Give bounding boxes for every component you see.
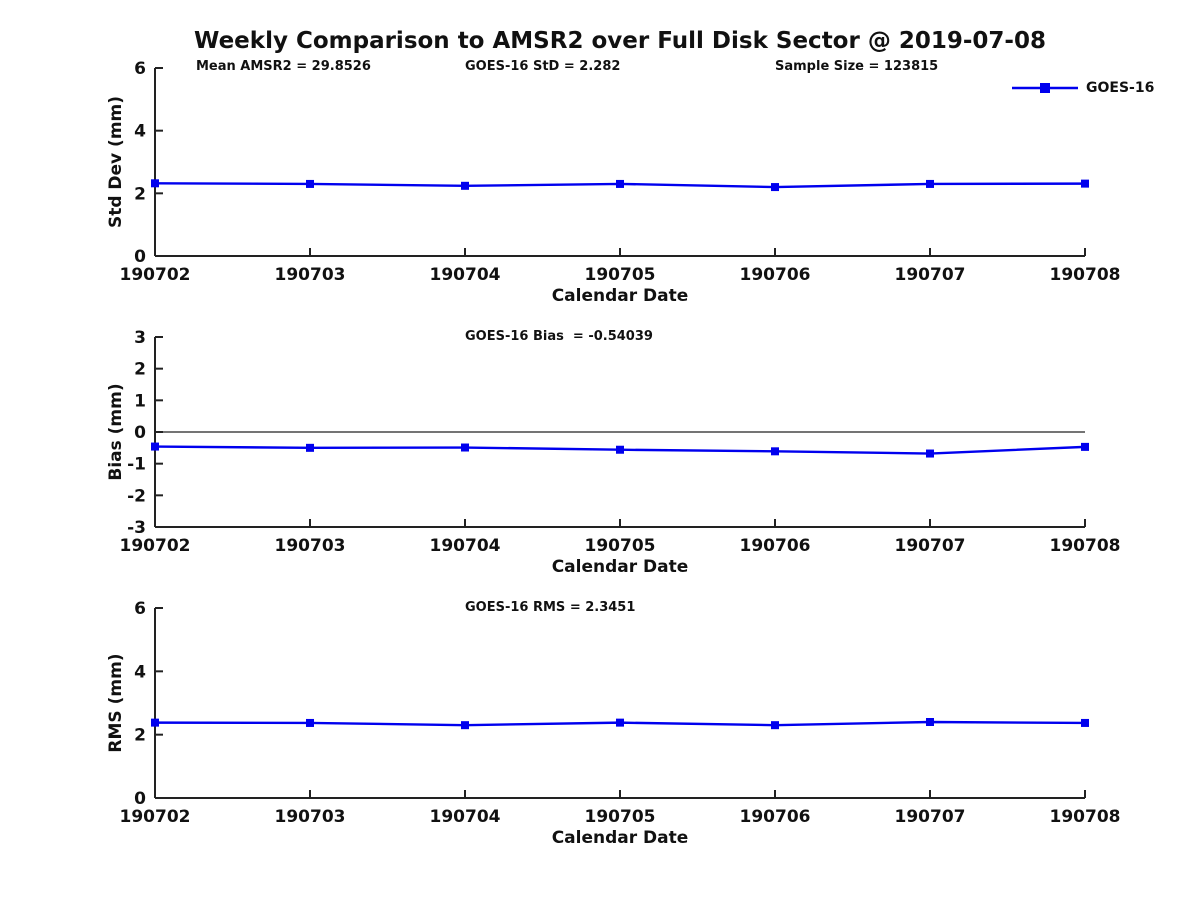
data-point-marker	[616, 179, 624, 188]
data-point-marker	[306, 718, 314, 727]
y-tick-label: 0	[134, 789, 146, 809]
x-tick-label: 190708	[1050, 265, 1121, 285]
y-tick-label: 3	[134, 328, 146, 348]
annotation-goes16-std: GOES-16 StD = 2.282	[465, 59, 621, 74]
data-point-marker	[926, 449, 934, 458]
chart-bias: -3 -2 -1 0 1 2 3 190702 190703 190704 190705 190706…	[120, 328, 1121, 556]
data-point-marker	[1081, 442, 1089, 451]
figure-title: Weekly Comparison to AMSR2 over Full Dis…	[194, 28, 1046, 54]
x-tick-label: 190707	[895, 536, 966, 556]
x-tick-label: 190706	[740, 265, 811, 285]
y-tick-label: 2	[134, 184, 146, 204]
x-tick-label: 190702	[120, 807, 191, 827]
y-tick-label: 6	[134, 59, 146, 79]
x-tick-label: 190706	[740, 807, 811, 827]
y-tick-label: 1	[134, 391, 146, 411]
data-point-marker	[926, 718, 934, 726]
x-axis-label-3: Calendar Date	[551, 828, 689, 848]
y-tick-label: 0	[134, 423, 146, 443]
y-tick-label: 2	[134, 726, 146, 746]
x-tick-label: 190702	[120, 536, 191, 556]
legend-line-marker-icon	[1012, 83, 1078, 93]
y-tick-label: 6	[134, 599, 146, 619]
data-point-marker	[151, 179, 159, 188]
y-tick-label: -3	[127, 518, 146, 538]
data-point-marker	[771, 447, 779, 456]
y-tick-label: -1	[127, 455, 146, 475]
x-tick-label: 190704	[430, 807, 501, 827]
y-tick-label: 2	[134, 360, 146, 380]
y-tick-label: 0	[134, 247, 146, 267]
data-point-marker	[151, 442, 159, 451]
x-tick-label: 190704	[430, 536, 501, 556]
x-axis-label-1: Calendar Date	[551, 286, 689, 306]
annotation-goes16-rms: GOES-16 RMS = 2.3451	[465, 600, 636, 615]
data-point-marker	[1081, 718, 1089, 727]
x-tick-label: 190705	[585, 807, 656, 827]
chart-rms: 0 2 4 6 190702 190703 190704 190705 190706 190707…	[120, 599, 1121, 827]
y-tick-label: 4	[134, 662, 146, 682]
data-point-marker	[306, 179, 314, 188]
x-tick-label: 190707	[895, 265, 966, 285]
legend-label: GOES-16	[1086, 80, 1155, 96]
data-point-marker	[306, 443, 314, 452]
x-tick-label: 190703	[275, 265, 346, 285]
data-point-marker	[771, 721, 779, 730]
x-tick-label: 190703	[275, 807, 346, 827]
annotation-goes16-bias: GOES-16 Bias = -0.54039	[465, 329, 653, 344]
chart-std-dev: 0 2 4 6 190702 190703 190704 190705 190706 190707…	[120, 59, 1121, 285]
x-tick-label: 190708	[1050, 807, 1121, 827]
data-point-marker	[616, 445, 624, 454]
data-point-marker	[151, 718, 159, 727]
y-tick-label: 4	[134, 122, 146, 142]
data-point-marker	[461, 181, 469, 190]
data-point-marker	[1081, 179, 1089, 188]
x-tick-label: 190705	[585, 536, 656, 556]
x-tick-label: 190707	[895, 807, 966, 827]
x-tick-label: 190706	[740, 536, 811, 556]
data-point-marker	[461, 443, 469, 452]
x-axis-label-2: Calendar Date	[551, 557, 689, 577]
legend: GOES-16	[1012, 80, 1154, 96]
data-point-marker	[461, 721, 469, 730]
x-tick-label: 190703	[275, 536, 346, 556]
x-tick-label: 190704	[430, 265, 501, 285]
x-tick-label: 190708	[1050, 536, 1121, 556]
y-tick-label: -2	[127, 486, 146, 506]
data-point-marker	[616, 718, 624, 727]
data-point-marker	[771, 183, 779, 192]
x-tick-label: 190705	[585, 265, 656, 285]
annotation-sample-size: Sample Size = 123815	[775, 59, 939, 74]
annotation-mean-amsr2: Mean AMSR2 = 29.8526	[196, 59, 371, 74]
x-tick-label: 190702	[120, 265, 191, 285]
data-point-marker	[926, 179, 934, 188]
